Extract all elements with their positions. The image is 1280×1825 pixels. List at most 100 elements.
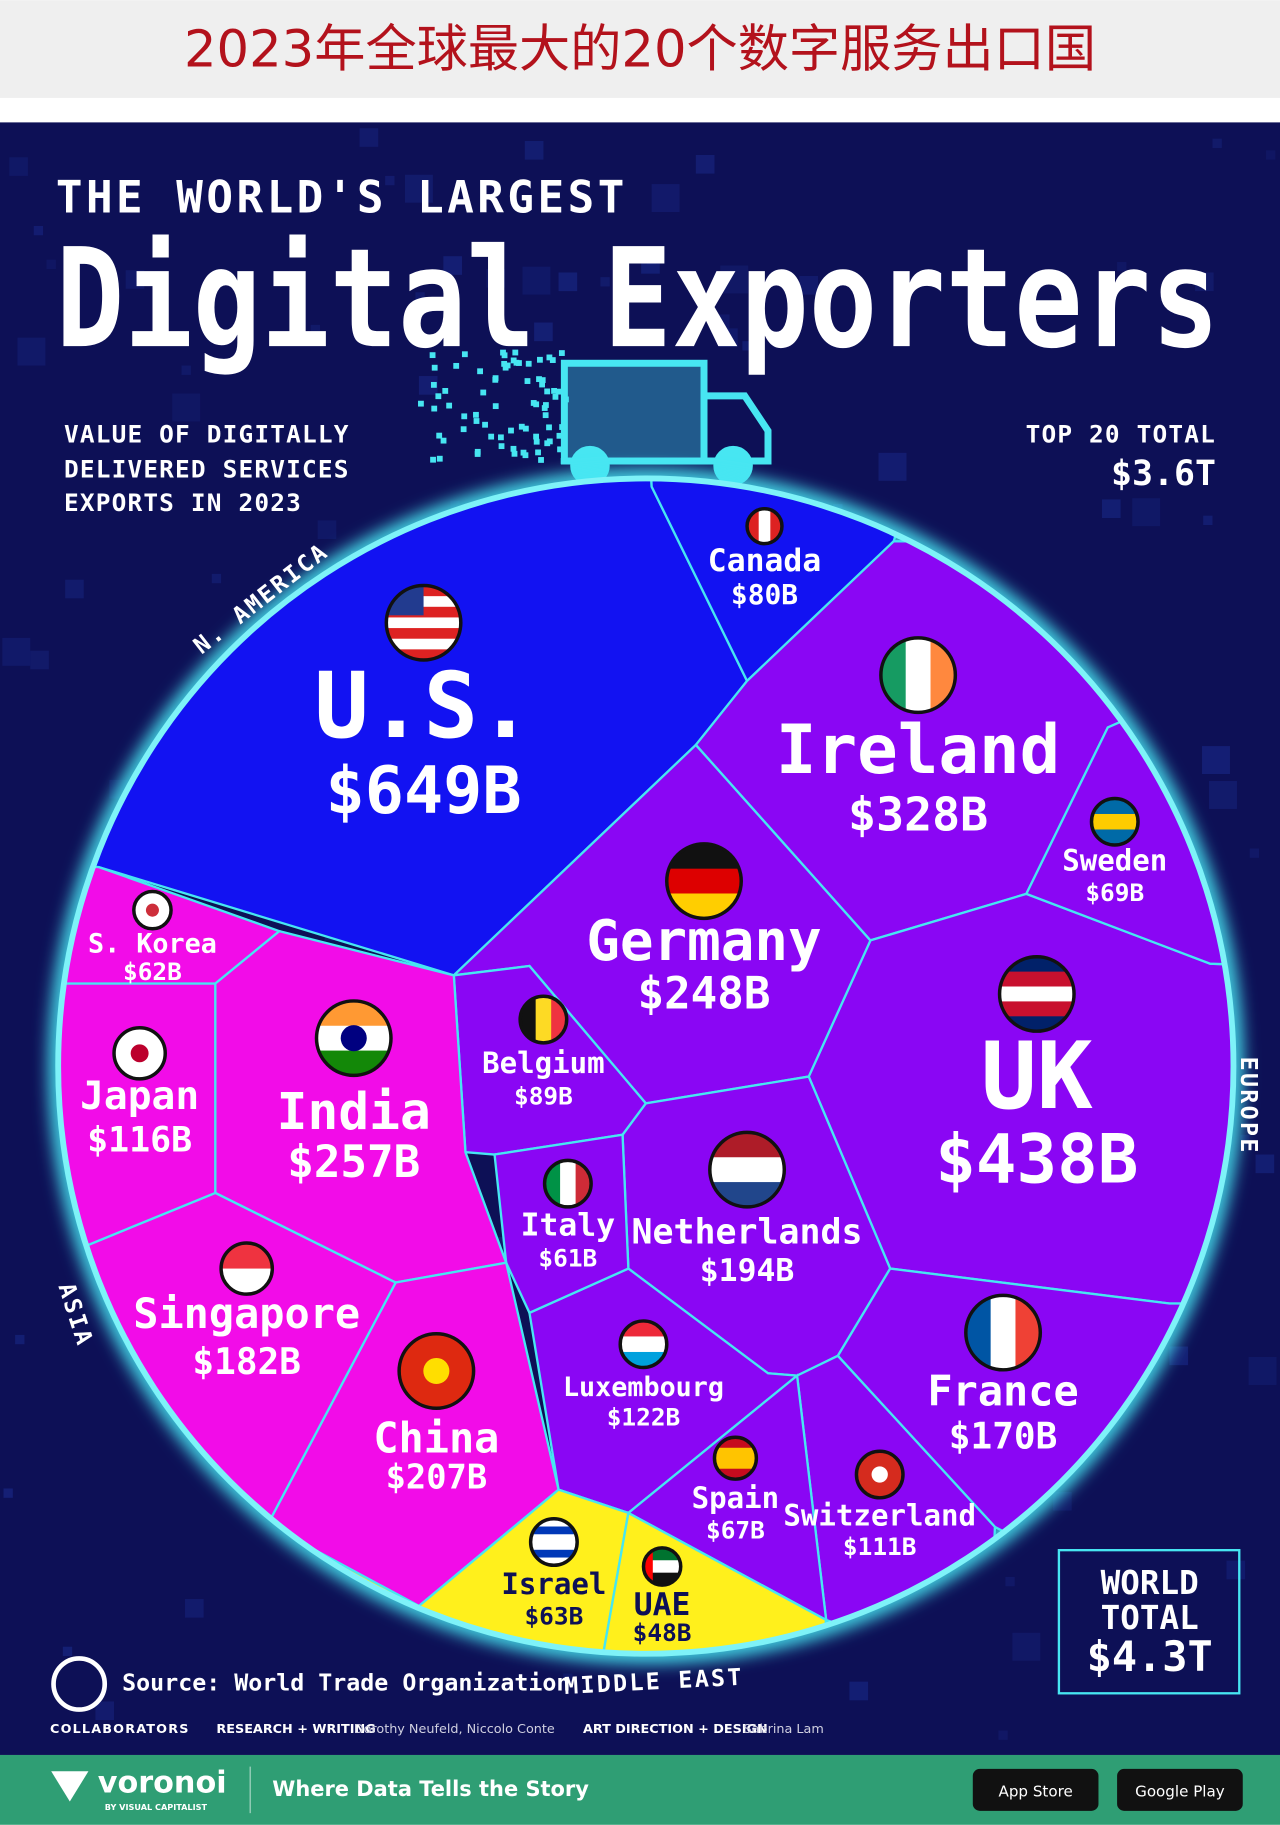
bg-square [204,280,215,290]
bg-square [1255,1154,1275,1174]
pixel [440,437,447,444]
bg-square [1012,1632,1041,1661]
flag-stripe [530,1526,578,1535]
pixel [435,393,442,400]
flag-border [219,1241,275,1296]
bg-square [720,265,749,294]
pixel [510,445,517,452]
bg-square [185,1599,204,1618]
flag-stripe [386,617,461,629]
country-name: UAE [634,1587,691,1623]
country-name: UK [981,1022,1093,1130]
value-label: $248B [637,968,770,1019]
bg-square [719,328,738,347]
flag-stripe [386,638,461,650]
flag-stripe [714,1458,757,1470]
country-name: France [927,1367,1078,1416]
pixel [549,357,556,363]
bg-square [600,277,610,287]
country-name: Switzerland [783,1499,976,1533]
pixel [492,403,499,410]
value-label: $62B [123,957,182,986]
pixel [508,427,514,434]
country-name: U.S. [314,654,533,759]
pixel [537,356,543,363]
bg-square [317,520,337,539]
pixel [536,376,542,383]
pixel [512,349,519,356]
footer-brand-sub: BY VISUAL CAPITALIST [105,1802,208,1812]
country-name: India [277,1082,431,1142]
country-name: Luxembourg [563,1372,724,1403]
pixel [543,402,549,408]
pixel [559,424,566,430]
value-label: $194B [700,1253,795,1289]
truck-icon [560,359,772,486]
country-name: Netherlands [632,1213,863,1253]
country-name: Sweden [1062,843,1167,877]
flag-stripe [709,1157,785,1183]
pixel [510,357,517,364]
pixel [557,446,563,453]
flag-border [712,1435,759,1481]
flag-border [528,1517,579,1568]
bg-square [125,270,145,289]
value-label: $89B [514,1082,573,1111]
flag-stripe [530,1518,578,1528]
store-button[interactable] [972,1768,1099,1811]
pixel [488,433,495,440]
pixel [511,450,518,457]
pixel [477,368,483,375]
bg-square [443,256,462,275]
bg-square [30,650,49,670]
pixel [501,360,508,367]
pixel [522,425,529,432]
pixel [546,354,553,361]
pixel [561,450,567,457]
bg-square [1169,1346,1189,1366]
credits-label: ART DIRECTION + DESIGN [583,1722,768,1737]
bg-square [849,1681,869,1701]
bg-square [17,337,46,366]
pixel [556,432,563,439]
flag-border [745,506,784,546]
pixel [460,426,467,433]
region-label: EUROPE [1235,1057,1262,1155]
pixel [418,400,424,407]
flag-stripe [620,1336,667,1353]
pixel [535,449,541,456]
flag-border [518,994,569,1045]
country-name: Canada [708,543,821,579]
pixel [480,389,487,396]
bg-square [742,341,752,351]
flag-emblem [871,1466,888,1483]
bg-square [498,1237,508,1247]
bg-square [404,174,433,203]
pixel [498,443,505,450]
value-label: $649B [325,754,521,829]
pixel [533,438,540,445]
flag-stripe [999,1001,1075,1017]
pixel [492,376,499,383]
credits-names: Sabrina Lam [744,1722,824,1737]
store-button-label[interactable]: App Store [999,1783,1073,1801]
flag [399,1333,474,1409]
store-button-label[interactable]: Google Play [1135,1783,1225,1801]
subtitle: VALUE OF DIGITALLY [64,419,350,448]
pixel [497,434,504,441]
bg-square [695,154,715,174]
pixel [542,412,549,419]
bg-square [62,1646,73,1657]
pixel [474,451,481,457]
pixel [473,418,480,424]
source-icon [51,1656,108,1712]
country-name: Germany [586,909,821,974]
store-button[interactable] [1117,1768,1243,1811]
pixel [560,458,567,464]
flag-border [1089,796,1140,847]
banner [0,0,1280,98]
value-label: $69B [1085,878,1144,907]
credits-label: RESEARCH + WRITING [216,1722,375,1737]
flag-side [643,1547,653,1586]
pixel [482,421,488,428]
